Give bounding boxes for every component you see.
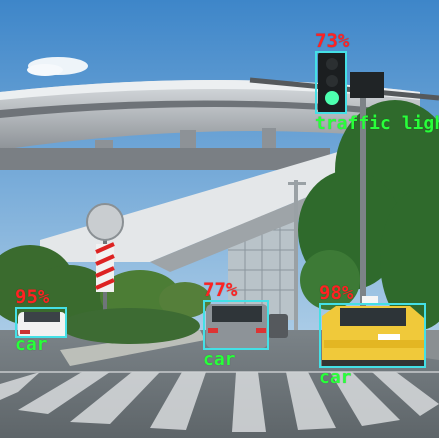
class-label: car [15,334,48,355]
detection-traffic-light: 73% traffic light [315,31,439,133]
class-label: traffic light [315,113,439,134]
signal-panel [350,72,384,98]
bounding-box [203,300,269,350]
taxi-roof-sign [362,296,378,304]
detection-car-middle: 77% car [203,280,269,369]
bounding-box [319,303,426,368]
confidence-label: 95% [15,286,50,308]
class-label: car [319,367,352,388]
bounding-box [15,307,67,338]
detection-car-taxi: 98% car [319,283,426,387]
detection-car-left: 95% car [15,287,67,354]
confidence-label: 77% [203,279,238,301]
car-white-left [18,312,66,338]
confidence-label: 98% [319,282,354,304]
car-yellow-taxi [322,306,424,366]
round-sign [86,203,124,241]
hedge [60,308,200,344]
car-dark-far [268,314,288,338]
signal-pole [360,80,366,320]
lamp-pole [294,180,298,330]
confidence-label: 73% [315,30,350,52]
crosswalk [0,372,439,432]
bounding-box [315,51,347,114]
class-label: car [203,349,236,370]
car-silver-mid [206,304,268,348]
